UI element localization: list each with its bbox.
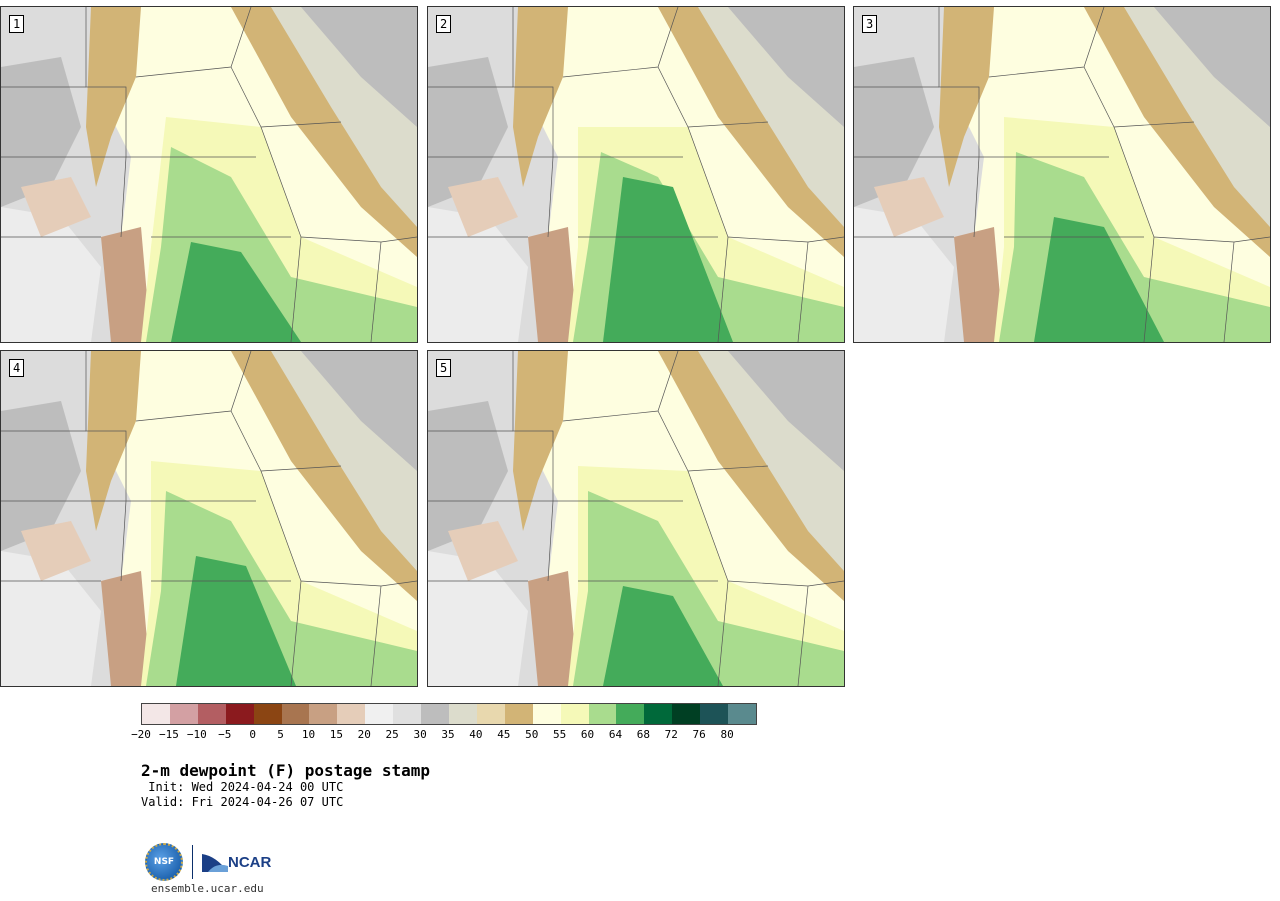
colorbar-tick: 35 <box>441 728 455 741</box>
chart-title: 2-m dewpoint (F) postage stamp <box>141 761 430 780</box>
colorbar-swatch <box>532 704 561 724</box>
colorbar-swatch <box>448 704 477 724</box>
panel-label: 4 <box>9 359 25 377</box>
colorbar-tick: 25 <box>385 728 399 741</box>
ncar-mark-icon <box>202 854 228 872</box>
colorbar-ticks: −20 −15 −10 −5 0 5 10 15 20 25 30 35 40 45 50 55 60 64 68 7… <box>131 728 755 742</box>
colorbar-swatch <box>169 704 198 724</box>
colorbar-swatch <box>672 704 701 724</box>
panel-label: 1 <box>9 15 25 33</box>
map-panel-3: 3 <box>853 6 1271 343</box>
colorbar <box>141 703 757 725</box>
site-url[interactable]: ensemble.ucar.edu <box>151 882 264 895</box>
valid-time: Valid: Fri 2024-04-26 07 UTC <box>141 795 344 809</box>
colorbar-tick: 5 <box>277 728 284 741</box>
colorbar-swatch <box>197 704 226 724</box>
colorbar-tick: 40 <box>469 728 483 741</box>
map-panel-1: 1 <box>0 6 418 343</box>
dewpoint-map-3 <box>854 7 1270 342</box>
colorbar-tick: 30 <box>413 728 427 741</box>
colorbar-swatch <box>253 704 282 724</box>
colorbar-swatch <box>644 704 673 724</box>
colorbar-tick: 76 <box>692 728 706 741</box>
colorbar-tick: 55 <box>553 728 567 741</box>
colorbar-swatch <box>616 704 645 724</box>
colorbar-tick: 10 <box>301 728 316 741</box>
colorbar-tick: −20 <box>131 728 151 741</box>
colorbar-swatch <box>393 704 422 724</box>
colorbar-tick: 20 <box>357 728 371 741</box>
colorbar-tick: 0 <box>249 728 256 741</box>
colorbar-tick: −15 <box>158 728 179 741</box>
panel-label: 3 <box>862 15 878 33</box>
colorbar-tick: 45 <box>497 728 511 741</box>
colorbar-tick: 60 <box>580 728 595 741</box>
colorbar-swatch <box>560 704 589 724</box>
colorbar-tick: −5 <box>218 728 232 741</box>
dewpoint-map-4 <box>1 351 417 686</box>
colorbar-swatch <box>337 704 366 724</box>
logo-divider <box>192 845 193 879</box>
colorbar-swatch <box>421 704 449 724</box>
colorbar-swatch <box>225 704 254 724</box>
colorbar-tick: 15 <box>329 728 343 741</box>
panel-label: 2 <box>436 15 452 33</box>
init-time: Init: Wed 2024-04-24 00 UTC <box>141 780 344 794</box>
map-panel-5: 5 <box>427 350 845 687</box>
colorbar-tick: 50 <box>525 728 539 741</box>
panel-label: 5 <box>436 359 452 377</box>
colorbar-swatch <box>281 704 310 724</box>
dewpoint-map-5 <box>428 351 844 686</box>
map-panel-4: 4 <box>0 350 418 687</box>
colorbar-swatch <box>700 704 729 724</box>
dewpoint-map-2 <box>428 7 844 342</box>
colorbar-tick: 64 <box>608 728 623 741</box>
colorbar-tick: 80 <box>720 728 734 741</box>
colorbar-swatch <box>476 704 505 724</box>
nsf-logo: NSF <box>145 843 183 881</box>
dewpoint-map-1 <box>1 7 417 342</box>
colorbar-tick: 68 <box>636 728 650 741</box>
colorbar-swatch <box>728 704 756 724</box>
map-panel-2: 2 <box>427 6 845 343</box>
ncar-logo: NCAR <box>202 852 271 872</box>
colorbar-swatch <box>588 704 617 724</box>
colorbar-swatch <box>309 704 338 724</box>
colorbar-swatch <box>142 704 170 724</box>
colorbar-swatch <box>504 704 533 724</box>
colorbar-swatch <box>365 704 394 724</box>
colorbar-tick: 72 <box>664 728 678 741</box>
colorbar-tick: −10 <box>186 728 207 741</box>
logo-block: NSF NCAR <box>145 843 271 881</box>
